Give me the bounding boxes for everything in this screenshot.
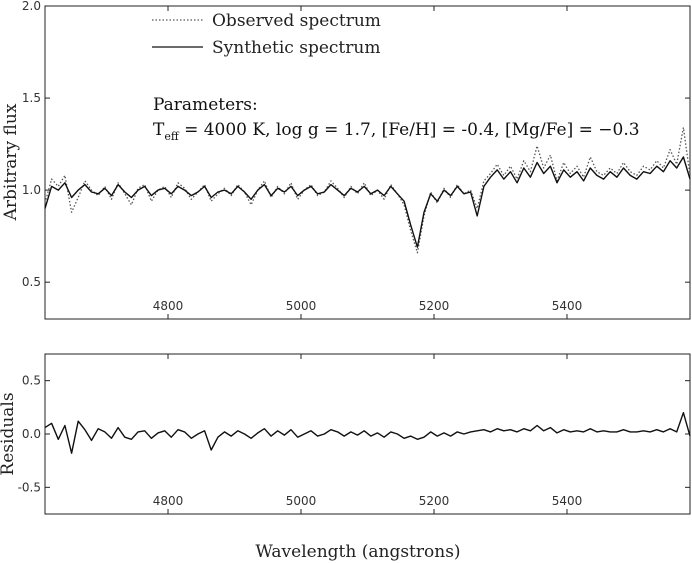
residuals-series-line: [44, 412, 691, 454]
residuals-y-axis-title: Residuals: [0, 392, 18, 475]
residuals-panel: -0.5 0.0 0.5 4800 5000 5200 5400 Residuals Wa…: [0, 353, 691, 562]
flux-x-tick-labels: 4800 5000 5200 5400: [153, 299, 583, 313]
flux-series-line-0: [44, 126, 691, 254]
legend-observed-label: Observed spectrum: [212, 11, 381, 31]
flux-panel: 0.5 1.0 1.5 2.0 4800 5000 5200 5400 Arbitrary …: [1, 0, 691, 320]
flux-x-tick-label: 5000: [286, 299, 317, 313]
x-axis-title: Wavelength (angstrons): [255, 542, 460, 562]
parameters-values: = 4000 K, log g = 1.7, [Fe/H] = -0.4, [M…: [179, 120, 640, 140]
residuals-y-tick-label: 0.5: [22, 374, 41, 388]
teff-subscript: eff: [164, 130, 180, 143]
residuals-y-tick-label: -0.5: [18, 480, 41, 494]
parameters-annotation: Parameters: Teff = 4000 K, log g = 1.7, …: [153, 95, 640, 143]
residuals-x-tick-labels: 4800 5000 5200 5400: [153, 494, 583, 508]
parameters-heading: Parameters:: [153, 95, 258, 115]
flux-y-tick-labels: 0.5 1.0 1.5 2.0: [22, 0, 41, 289]
flux-y-tick-label: 0.5: [22, 275, 41, 289]
flux-x-tick-label: 5200: [419, 299, 450, 313]
residuals-x-tick-label: 5400: [552, 494, 583, 508]
flux-y-axis-title: Arbitrary flux: [1, 103, 21, 221]
flux-x-tick-label: 4800: [153, 299, 184, 313]
residuals-x-tick-label: 5000: [286, 494, 317, 508]
flux-y-tick-label: 1.0: [22, 183, 41, 197]
flux-y-tick-label: 1.5: [22, 91, 41, 105]
residuals-y-tick-label: 0.0: [22, 427, 41, 441]
residuals-x-tick-label: 4800: [153, 494, 184, 508]
flux-series-lines: [44, 126, 691, 254]
teff-symbol: T: [153, 120, 165, 140]
residuals-x-tick-label: 5200: [419, 494, 450, 508]
flux-plot-frame: [44, 5, 691, 320]
legend: Observed spectrum Synthetic spectrum: [152, 11, 381, 58]
flux-y-tick-label: 2.0: [22, 0, 41, 13]
legend-synthetic-label: Synthetic spectrum: [212, 38, 380, 58]
flux-x-tick-label: 5400: [552, 299, 583, 313]
flux-tick-marks: [45, 5, 690, 319]
residuals-y-tick-labels: -0.5 0.0 0.5: [18, 374, 41, 495]
residuals-series-line-0: [44, 412, 691, 454]
flux-series-line-1: [44, 156, 691, 248]
parameters-line: Teff = 4000 K, log g = 1.7, [Fe/H] = -0.…: [153, 120, 640, 143]
residuals-tick-marks: [45, 354, 690, 514]
